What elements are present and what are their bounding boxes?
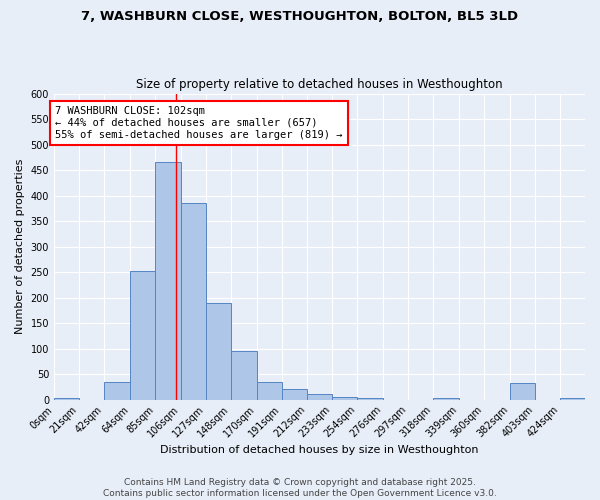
Text: 7, WASHBURN CLOSE, WESTHOUGHTON, BOLTON, BL5 3LD: 7, WASHBURN CLOSE, WESTHOUGHTON, BOLTON,… <box>82 10 518 23</box>
Bar <box>307 394 332 400</box>
Text: 7 WASHBURN CLOSE: 102sqm
← 44% of detached houses are smaller (657)
55% of semi-: 7 WASHBURN CLOSE: 102sqm ← 44% of detach… <box>55 106 343 140</box>
Bar <box>357 398 383 400</box>
Bar <box>332 397 357 400</box>
Bar <box>257 382 282 400</box>
Bar <box>206 302 230 400</box>
Y-axis label: Number of detached properties: Number of detached properties <box>15 159 25 334</box>
Bar <box>54 398 79 400</box>
Bar <box>181 203 206 400</box>
Text: Contains HM Land Registry data © Crown copyright and database right 2025.
Contai: Contains HM Land Registry data © Crown c… <box>103 478 497 498</box>
Bar <box>510 383 535 400</box>
Bar <box>282 390 307 400</box>
Title: Size of property relative to detached houses in Westhoughton: Size of property relative to detached ho… <box>136 78 503 91</box>
Bar <box>155 162 181 400</box>
Bar <box>130 270 155 400</box>
Bar <box>104 382 130 400</box>
Bar <box>560 398 585 400</box>
Bar <box>433 398 458 400</box>
Bar <box>230 351 257 400</box>
X-axis label: Distribution of detached houses by size in Westhoughton: Distribution of detached houses by size … <box>160 445 479 455</box>
